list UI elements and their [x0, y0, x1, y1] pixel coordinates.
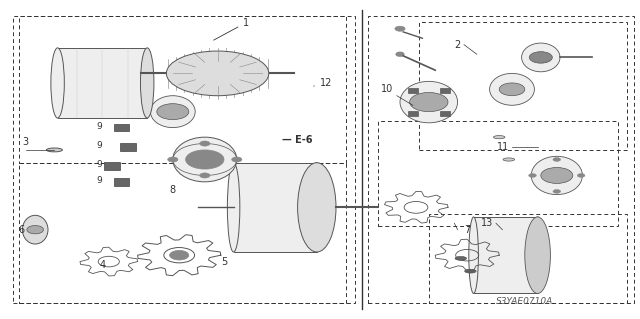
- Text: 5: 5: [221, 256, 227, 267]
- Text: 12: 12: [314, 78, 332, 88]
- Bar: [114, 124, 129, 131]
- Text: 1: 1: [214, 18, 250, 40]
- Circle shape: [529, 174, 536, 177]
- Text: 7: 7: [464, 225, 470, 235]
- Ellipse shape: [227, 163, 240, 252]
- Ellipse shape: [503, 158, 515, 161]
- Ellipse shape: [51, 48, 64, 118]
- Ellipse shape: [465, 269, 476, 273]
- Circle shape: [170, 250, 189, 260]
- Circle shape: [577, 174, 585, 177]
- Circle shape: [499, 83, 525, 96]
- Circle shape: [541, 167, 573, 183]
- Text: 3: 3: [22, 137, 29, 147]
- Circle shape: [396, 52, 404, 56]
- Text: 2: 2: [454, 40, 461, 50]
- Text: — E-6: — E-6: [282, 135, 312, 145]
- Circle shape: [232, 157, 242, 162]
- Circle shape: [553, 158, 561, 161]
- Circle shape: [529, 52, 552, 63]
- Ellipse shape: [400, 81, 458, 123]
- Text: 4: 4: [99, 260, 106, 270]
- Circle shape: [168, 157, 178, 162]
- Bar: [429, 214, 627, 303]
- Bar: [58, 48, 147, 118]
- Bar: [368, 16, 634, 303]
- Ellipse shape: [525, 217, 550, 293]
- Circle shape: [157, 104, 189, 120]
- Bar: [440, 88, 450, 93]
- Circle shape: [395, 26, 405, 31]
- Bar: [13, 16, 355, 303]
- Ellipse shape: [531, 156, 582, 195]
- Ellipse shape: [493, 136, 505, 139]
- Ellipse shape: [173, 137, 237, 182]
- Text: 9: 9: [97, 122, 102, 130]
- Circle shape: [27, 226, 44, 234]
- Ellipse shape: [455, 256, 467, 260]
- Text: 6: 6: [18, 225, 24, 235]
- Bar: [408, 111, 418, 116]
- Circle shape: [553, 189, 561, 193]
- Ellipse shape: [298, 163, 336, 252]
- Ellipse shape: [522, 43, 560, 72]
- Bar: [120, 143, 136, 151]
- Circle shape: [186, 150, 224, 169]
- Bar: [474, 217, 538, 293]
- Circle shape: [200, 141, 210, 146]
- Circle shape: [410, 93, 448, 112]
- Bar: [19, 163, 346, 303]
- Bar: [419, 22, 627, 150]
- Ellipse shape: [490, 73, 534, 105]
- Bar: [408, 88, 418, 93]
- Text: 11: 11: [497, 142, 509, 152]
- Bar: [234, 163, 317, 252]
- Ellipse shape: [150, 96, 195, 128]
- Bar: [114, 178, 129, 186]
- Circle shape: [200, 173, 210, 178]
- Ellipse shape: [533, 217, 543, 293]
- Text: 9: 9: [97, 141, 102, 150]
- Ellipse shape: [468, 217, 479, 293]
- Ellipse shape: [47, 148, 63, 152]
- Text: S3YAE0710A: S3YAE0710A: [496, 297, 554, 306]
- Bar: [104, 162, 120, 170]
- Ellipse shape: [310, 163, 323, 252]
- Ellipse shape: [141, 48, 154, 118]
- Text: 9: 9: [97, 160, 102, 169]
- Text: 9: 9: [97, 176, 102, 185]
- Ellipse shape: [22, 215, 48, 244]
- Ellipse shape: [166, 51, 269, 96]
- Bar: [440, 111, 450, 116]
- Text: 10: 10: [381, 84, 394, 94]
- Text: 8: 8: [170, 185, 176, 195]
- Bar: [378, 121, 618, 226]
- Text: 13: 13: [481, 218, 493, 228]
- Bar: [19, 16, 346, 163]
